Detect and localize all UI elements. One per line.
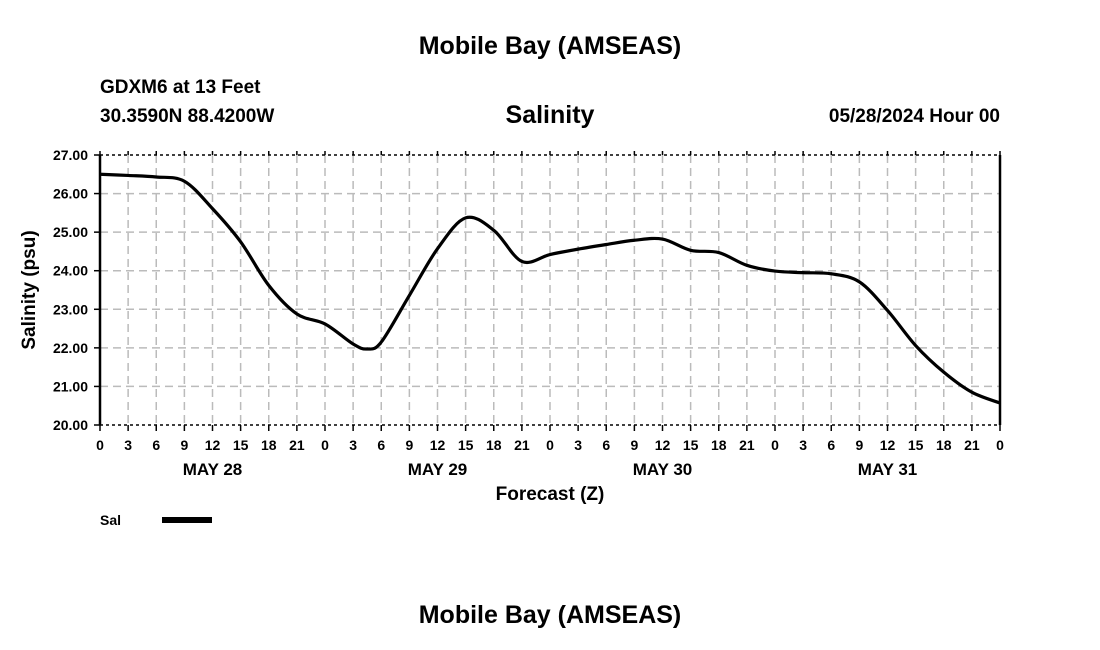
x-tick-label: 6: [377, 437, 385, 453]
y-axis-label: Salinity (psu): [19, 230, 40, 349]
x-tick-label: 9: [180, 437, 188, 453]
x-tick-label: 18: [711, 437, 727, 453]
legend-label: Sal: [100, 512, 121, 528]
x-tick-label: 0: [771, 437, 779, 453]
x-tick-label: 0: [996, 437, 1004, 453]
coordinates-label: 30.3590N 88.4200W: [100, 106, 275, 127]
x-tick-label: 12: [880, 437, 896, 453]
x-tick-label: 15: [908, 437, 924, 453]
y-tick-label: 23.00: [53, 301, 88, 317]
station-label: GDXM6 at 13 Feet: [100, 77, 261, 98]
footer-title: Mobile Bay (AMSEAS): [418, 601, 682, 629]
y-tick-label: 22.00: [53, 340, 88, 356]
x-axis-label: Forecast (Z): [496, 484, 605, 505]
x-tick-label: 0: [546, 437, 554, 453]
x-tick-label: 15: [683, 437, 699, 453]
day-label: MAY 28: [183, 460, 243, 479]
x-tick-label: 18: [261, 437, 277, 453]
x-tick-label: 15: [233, 437, 249, 453]
x-tick-label: 21: [964, 437, 980, 453]
x-tick-label: 12: [430, 437, 446, 453]
y-tick-label: 24.00: [53, 263, 88, 279]
x-tick-label: 12: [655, 437, 671, 453]
day-label: MAY 30: [633, 460, 693, 479]
x-tick-label: 6: [152, 437, 160, 453]
day-label: MAY 31: [858, 460, 918, 479]
x-tick-label: 3: [799, 437, 807, 453]
x-tick-label: 21: [514, 437, 530, 453]
y-tick-label: 20.00: [53, 417, 88, 433]
datetime-label: 05/28/2024 Hour 00: [828, 106, 1000, 127]
x-tick-label: 21: [739, 437, 755, 453]
x-tick-label: 18: [486, 437, 502, 453]
y-tick-label: 26.00: [53, 186, 88, 202]
chart-title: Salinity: [505, 101, 595, 129]
x-tick-label: 0: [96, 437, 104, 453]
y-tick-label: 27.00: [53, 147, 88, 163]
day-label: MAY 29: [408, 460, 468, 479]
y-tick-label: 21.00: [53, 378, 88, 394]
x-tick-label: 6: [827, 437, 835, 453]
y-tick-label: 25.00: [53, 224, 88, 240]
x-tick-label: 9: [630, 437, 638, 453]
x-tick-label: 12: [205, 437, 221, 453]
x-tick-label: 21: [289, 437, 305, 453]
main-title: Mobile Bay (AMSEAS): [418, 32, 682, 60]
series-line-sal: [99, 172, 1001, 405]
x-tick-label: 3: [574, 437, 582, 453]
x-tick-label: 18: [936, 437, 952, 453]
x-tick-label: 9: [855, 437, 863, 453]
x-tick-label: 3: [349, 437, 357, 453]
x-tick-label: 9: [405, 437, 413, 453]
x-tick-label: 6: [602, 437, 610, 453]
x-tick-label: 15: [458, 437, 474, 453]
x-tick-label: 3: [124, 437, 132, 453]
x-tick-label: 0: [321, 437, 329, 453]
